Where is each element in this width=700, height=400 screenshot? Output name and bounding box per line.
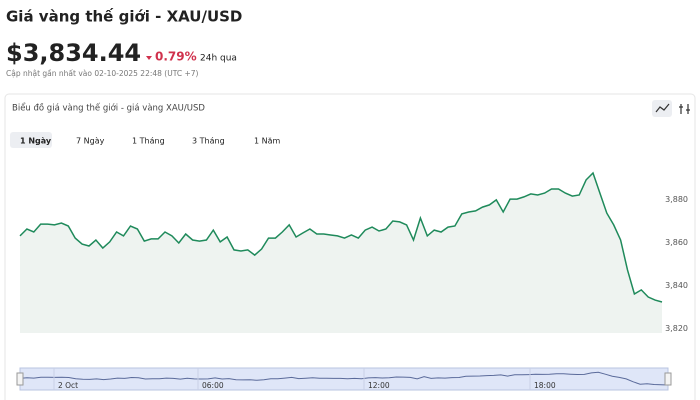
navigator-label: 12:00 — [368, 381, 390, 390]
navigator-line — [19, 371, 669, 386]
navigator-handle[interactable] — [16, 372, 24, 386]
y-tick-label: 3,880 — [665, 195, 688, 204]
line-icon — [655, 103, 670, 113]
range-tab[interactable]: 3 Tháng — [192, 137, 225, 146]
range-tab[interactable]: 1 Năm — [254, 137, 281, 146]
area-fill — [20, 173, 662, 333]
navigator-label: 06:00 — [202, 381, 224, 390]
range-tab[interactable]: 7 Ngày — [76, 137, 105, 146]
down-icon — [146, 56, 152, 60]
update-time: Cập nhật gần nhất vào 02-10-2025 22:48 (… — [6, 69, 199, 78]
range-tab[interactable]: 1 Ngày — [20, 137, 52, 146]
navigator-label: 2 Oct — [58, 381, 78, 390]
price: $3,834.44 — [6, 39, 141, 67]
page-title: Giá vàng thế giới - XAU/USD — [6, 7, 242, 26]
navigator-label: 18:00 — [534, 381, 556, 390]
active-tab[interactable] — [10, 132, 52, 148]
change-period: 24h qua — [200, 54, 237, 64]
price-change: 0.79% — [155, 50, 197, 64]
y-tick-label: 3,840 — [665, 281, 688, 290]
y-tick-label: 3,820 — [665, 324, 688, 333]
candle-chart-button[interactable] — [679, 104, 690, 114]
navigator-handle[interactable] — [664, 372, 672, 386]
card-title: Biểu đồ giá vàng thế giới - giá vàng XAU… — [12, 103, 205, 114]
price-line — [19, 171, 663, 303]
range-tab[interactable]: 1 Tháng — [132, 137, 165, 146]
y-tick-label: 3,860 — [665, 238, 688, 247]
